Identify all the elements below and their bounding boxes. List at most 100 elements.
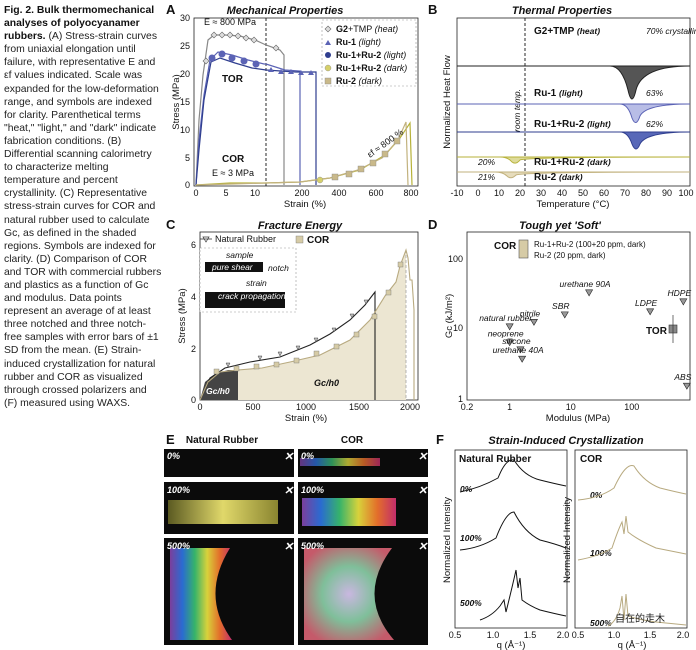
marker (253, 363, 260, 370)
ann-e-low: E ≈ 3 MPa (212, 168, 254, 178)
cor-label: COR (494, 241, 517, 252)
caption-title: Fig. 2. Bulk thermomechanical analyses o… (4, 5, 155, 43)
a-ytick: 15 (180, 97, 190, 107)
gc-label-small: Gc/h0 (206, 386, 230, 396)
panel-b-frame (456, 17, 691, 187)
d-xtick: 10 (566, 402, 576, 412)
cor-note-2: Ru-2 (20 ppm, dark) (534, 251, 606, 260)
tor-label: TOR (646, 326, 668, 337)
e-cor-500-sample (304, 548, 394, 640)
f-nr-xlabel: q (Å⁻¹) (497, 640, 526, 650)
crossed-polarizer-icon: ✕ (284, 451, 294, 463)
b-xtick: 60 (599, 188, 609, 198)
material-label: natural rubber (479, 313, 533, 323)
material-point (679, 298, 688, 306)
a-xtick: 200 (294, 188, 309, 198)
trace-pct-g2: 70% crystallinity (646, 26, 696, 36)
c-xtick: 2000 (400, 402, 420, 412)
marker (371, 313, 378, 320)
f-nr-xticks: 0.5 1.0 1.5 2.0 (449, 630, 570, 640)
f-cor-trace-1 (577, 515, 687, 561)
d-xtick: 1 (507, 402, 512, 412)
material-label: urethane 90A (560, 279, 611, 289)
c-ytick: 2 (191, 344, 196, 354)
material-point (560, 311, 569, 319)
panel-c-xticks: 0 500 1000 1500 2000 (197, 402, 420, 412)
inset-crack-bar (205, 292, 285, 308)
panel-a-yticks: 0 5 10 15 20 25 30 (180, 13, 190, 190)
e-row-1-cor: 100% (301, 485, 324, 495)
panel-d-title: Tough yet 'Soft' (519, 220, 601, 232)
a-ytick: 5 (185, 153, 190, 163)
panel-a-ylabel: Stress (MPa) (171, 74, 182, 129)
panel-d-xlabel: Modulus (MPa) (546, 413, 610, 424)
panel-c-letter: C (166, 217, 176, 232)
f-cor-ylabel: Normalized Intensity (562, 497, 573, 583)
b-xtick: 20 (515, 188, 525, 198)
c-ytick: 6 (191, 240, 196, 250)
b-xtick: 100 (678, 188, 693, 198)
pure-shear-inset: sample pure shear notch strain crack pro… (199, 247, 297, 313)
f-xtick: 2.0 (557, 630, 570, 640)
c-xtick: 1500 (349, 402, 369, 412)
trace-pct-ru2: 21% (477, 172, 495, 182)
b-xtick: 10 (494, 188, 504, 198)
f-nr-frame (454, 449, 568, 629)
f-nr-row-0: 0% (460, 484, 473, 494)
marker (385, 289, 392, 296)
panel-d-letter: D (428, 217, 437, 232)
marker (242, 34, 250, 42)
e-cor-0-sample (300, 458, 380, 466)
marker (313, 337, 319, 343)
f-cor-xlabel: q (Å⁻¹) (618, 640, 647, 650)
e-cor-100-sample (302, 498, 396, 526)
trace-ru1ru2-dark (457, 156, 691, 164)
marker (202, 57, 210, 65)
markers-g2 (202, 31, 280, 65)
f-nr-trace-0 (459, 459, 567, 493)
trace-g2tmp (457, 65, 691, 100)
a-ytick: 0 (185, 180, 190, 190)
a-ytick: 25 (180, 41, 190, 51)
material-point (518, 355, 527, 363)
trace-ru2 (457, 171, 691, 179)
e-row-2-cor: 500% (301, 541, 324, 551)
marker (208, 54, 216, 62)
marker (397, 261, 404, 268)
f-cor-trace-0 (577, 464, 687, 501)
marker (333, 343, 340, 350)
b-xtick: 0 (475, 188, 480, 198)
inset-strain: strain (246, 278, 267, 288)
c-ytick: 4 (191, 292, 196, 302)
f-xtick: 1.5 (644, 630, 657, 640)
markers-ru1ru2 (268, 67, 314, 75)
marker (308, 70, 314, 75)
legend-nr: Natural Rubber (215, 234, 276, 244)
a-xtick: 400 (331, 188, 346, 198)
panel-d-frame (466, 231, 691, 401)
f-cor-trace-2 (607, 593, 687, 627)
f-nr-row-2: 500% (460, 598, 482, 608)
material-point (505, 339, 514, 347)
a-ytick: 10 (180, 125, 190, 135)
panel-d-ylabel: Gc (kJ/m²) (444, 294, 455, 338)
f-xtick: 2.0 (677, 630, 690, 640)
watermark: 自在的走木 (615, 612, 665, 625)
a-ytick: 30 (180, 13, 190, 23)
figure-caption: Fig. 2. Bulk thermomechanical analyses o… (4, 4, 162, 410)
f-nr-row-1: 100% (460, 533, 482, 543)
d-ytick: 100 (448, 254, 463, 264)
cor-point (518, 239, 529, 259)
marker (345, 170, 353, 178)
gc-region-nr (200, 370, 238, 400)
f-cor-row-1: 100% (590, 548, 612, 558)
marker (278, 69, 284, 74)
panel-a-title: Mechanical Properties (227, 5, 344, 17)
marker (250, 36, 258, 44)
marker (293, 357, 300, 364)
ann-tor: TOR (222, 74, 244, 85)
legend-symbol (295, 235, 304, 244)
a-xtick: 5 (223, 188, 228, 198)
trace-label-ru1ru2-light: Ru-1+Ru-2 (light) (534, 119, 611, 130)
